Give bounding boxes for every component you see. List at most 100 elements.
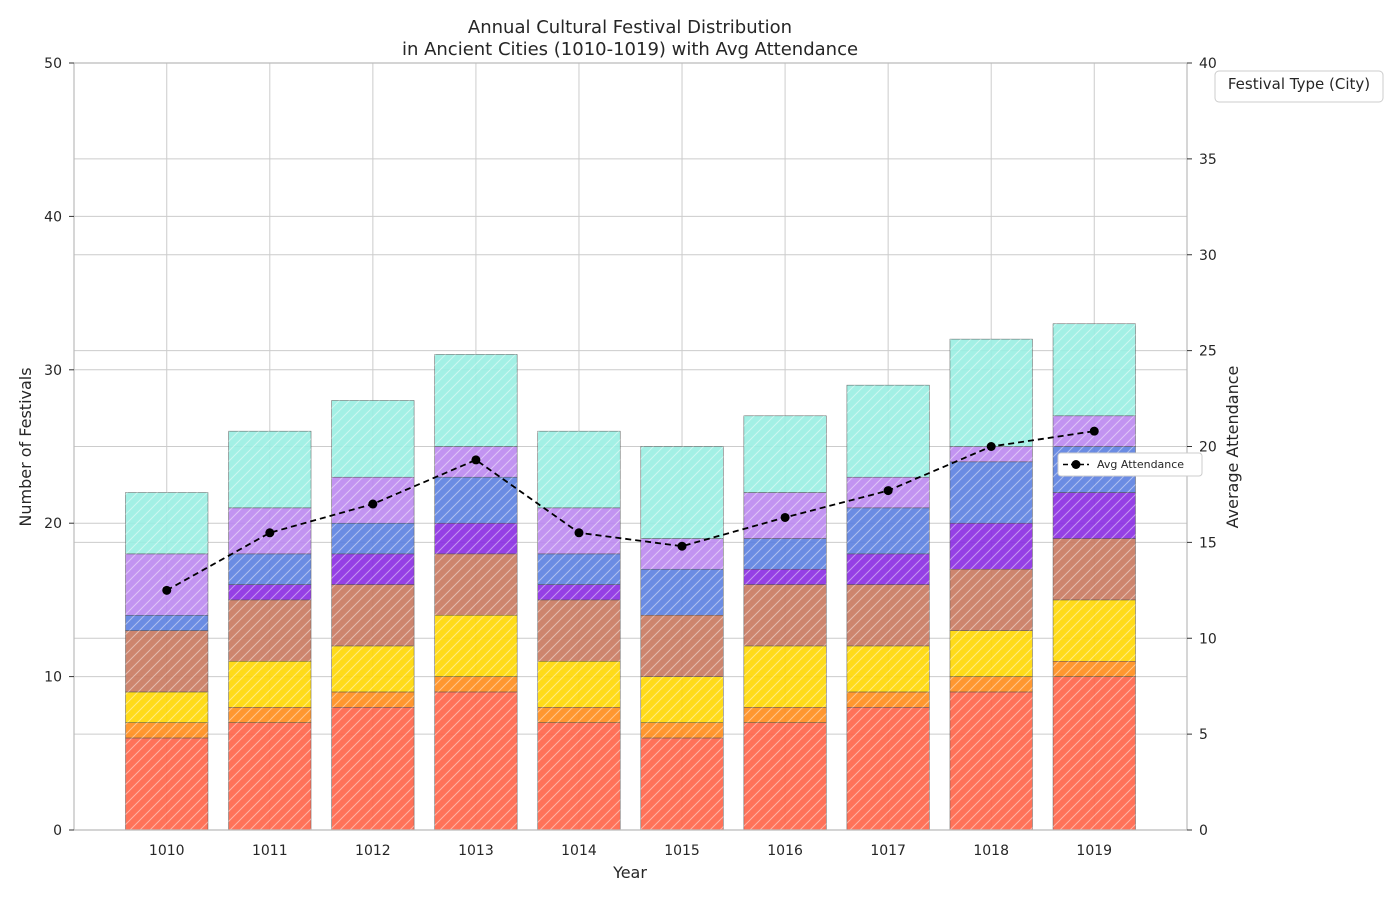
bar-segment-hatch <box>743 707 827 723</box>
bar-segment-hatch <box>228 431 312 508</box>
legend-attendance: Avg Attendance <box>1057 452 1203 477</box>
bar-stack-1011 <box>228 430 312 831</box>
bar-segment-hatch <box>949 569 1033 631</box>
bar-segment-hatch <box>228 722 312 830</box>
bar-segment-hatch <box>640 569 724 616</box>
bar-segment-hatch <box>228 661 312 708</box>
bar-segment-hatch <box>846 507 930 554</box>
y2-tick-label: 0 <box>1199 823 1208 839</box>
bar-segment-hatch <box>537 553 621 585</box>
y-tick-label: 30 <box>44 363 62 379</box>
y2-tick-label: 15 <box>1199 535 1217 551</box>
attendance-line-path <box>166 430 1095 592</box>
x-tick-label: 1017 <box>870 843 906 859</box>
y2-axis-label: Average Attendance <box>1223 366 1242 529</box>
bar-stack-1015 <box>640 446 724 831</box>
y-tick-label: 10 <box>44 670 62 686</box>
bar-segment-hatch <box>1053 538 1136 600</box>
bar-segment-hatch <box>846 691 930 708</box>
y2-tick-label: 30 <box>1199 248 1217 264</box>
x-tick-label: 1011 <box>252 843 288 859</box>
bar-stack-1012 <box>331 400 415 831</box>
bar-segment-hatch <box>640 615 724 677</box>
y2-tick-label: 5 <box>1199 727 1208 743</box>
bar-segment-hatch <box>331 584 415 646</box>
attendance-point-1013 <box>471 455 481 465</box>
bar-segment-hatch <box>434 676 518 692</box>
bar-segment-hatch <box>228 707 312 723</box>
bar-segment-hatch <box>949 461 1033 524</box>
chart-title-line1: Annual Cultural Festival Distribution <box>468 17 792 38</box>
bar-segment-hatch <box>331 553 415 585</box>
bar-segment-hatch <box>640 676 724 723</box>
legend-attendance-box <box>1057 452 1203 477</box>
attendance-point-1019 <box>1089 426 1099 436</box>
bar-segment-hatch <box>331 707 415 830</box>
bar-segment-hatch <box>331 691 415 708</box>
bar-segment-hatch <box>331 523 415 554</box>
bar-segment-hatch <box>640 737 724 830</box>
bar-segment-hatch <box>743 584 827 646</box>
legend-festival-type-box <box>1214 70 1384 103</box>
bar-segment-hatch <box>846 584 930 646</box>
bar-segment-hatch <box>1053 676 1136 830</box>
attendance-point-1011 <box>265 528 275 538</box>
x-tick-label: 1015 <box>664 843 700 859</box>
legend-festival-type-title: Festival Type (City) <box>1228 75 1370 93</box>
bar-segment-hatch <box>331 645 415 692</box>
y2-tick-label: 20 <box>1199 440 1217 456</box>
bar-segment-hatch <box>125 691 208 723</box>
attendance-point-1012 <box>368 499 378 509</box>
attendance-point-1015 <box>677 541 687 551</box>
bar-segment-hatch <box>434 691 518 830</box>
bar-segment-hatch <box>537 722 621 830</box>
legend-attendance-marker <box>1071 460 1081 469</box>
attendance-point-1010 <box>162 585 172 595</box>
bar-segment-hatch <box>537 599 621 662</box>
x-tick-label: 1018 <box>973 843 1009 859</box>
y-tick-label: 20 <box>44 516 62 532</box>
bar-segment-hatch <box>434 553 518 616</box>
bar-stack-1018 <box>949 338 1033 831</box>
bar-segment-hatch <box>1053 492 1136 539</box>
legend-festival-type: Festival Type (City) <box>1214 70 1384 103</box>
y2-tick-label: 10 <box>1199 631 1217 647</box>
bar-segment-hatch <box>125 492 208 554</box>
attendance-point-1016 <box>780 512 790 522</box>
bar-segment-hatch <box>125 553 208 616</box>
bar-stack-1019 <box>1052 323 1136 831</box>
bar-stack-1013 <box>434 354 518 831</box>
x-tick-label: 1014 <box>561 843 597 859</box>
y-axis-label: Number of Festivals <box>16 367 35 526</box>
bar-stacks <box>125 323 1136 831</box>
bar-segment-hatch <box>949 630 1033 677</box>
bar-segment-hatch <box>537 431 621 508</box>
bar-segment-hatch <box>743 569 827 585</box>
bar-stack-1014 <box>537 430 621 831</box>
bar-segment-hatch <box>125 737 208 830</box>
bar-segment-hatch <box>949 676 1033 692</box>
bar-segment-hatch <box>125 630 208 692</box>
legend-attendance-label: Avg Attendance <box>1097 458 1184 471</box>
bar-segment-hatch <box>125 615 208 631</box>
bar-segment-hatch <box>537 707 621 723</box>
x-tick-label: 1010 <box>149 843 185 859</box>
avg-attendance-line <box>162 426 1099 595</box>
attendance-point-1014 <box>574 528 584 538</box>
bar-segment-hatch <box>1053 599 1136 662</box>
bar-segment-hatch <box>434 615 518 677</box>
bar-segment-hatch <box>949 339 1033 447</box>
bar-segment-hatch <box>434 354 518 447</box>
bar-segment-hatch <box>743 645 827 708</box>
bar-segment-hatch <box>537 584 621 600</box>
bar-segment-hatch <box>331 400 415 478</box>
bar-segment-hatch <box>846 707 930 830</box>
bar-segment-hatch <box>846 645 930 692</box>
bar-segment-hatch <box>125 722 208 738</box>
bar-segment-hatch <box>1053 323 1136 416</box>
chart-title-line2: in Ancient Cities (1010-1019) with Avg A… <box>402 39 858 60</box>
bar-segment-hatch <box>743 722 827 830</box>
y-tick-label: 0 <box>53 823 62 839</box>
y-tick-label: 40 <box>44 209 62 225</box>
